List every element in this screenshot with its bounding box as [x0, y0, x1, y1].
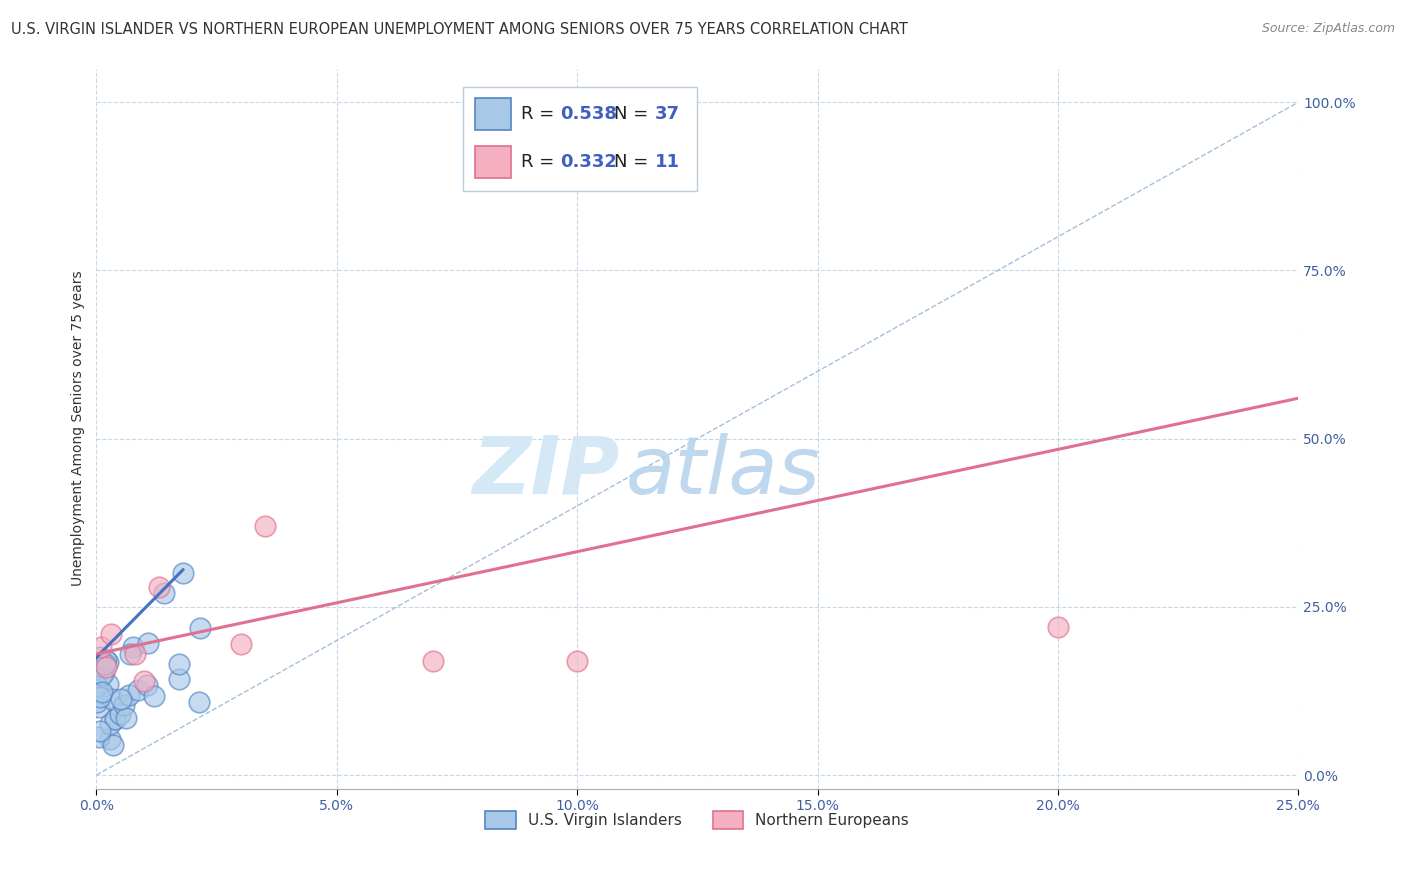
- Point: [89, 690, 111, 704]
- Text: 37: 37: [655, 105, 681, 123]
- Point: [90, 640, 112, 655]
- Point: [101, 738, 124, 752]
- Point: [89, 649, 111, 664]
- FancyBboxPatch shape: [475, 98, 510, 130]
- Text: Source: ZipAtlas.com: Source: ZipAtlas.com: [1261, 22, 1395, 36]
- Text: 11: 11: [655, 153, 681, 171]
- Point: [110, 692, 132, 706]
- Point: [167, 672, 190, 686]
- Point: [253, 519, 276, 533]
- Point: [229, 637, 252, 651]
- Point: [98, 716, 121, 731]
- Point: [422, 654, 444, 668]
- Text: atlas: atlas: [626, 433, 820, 511]
- Point: [101, 692, 124, 706]
- Text: N =: N =: [614, 153, 654, 171]
- Point: [565, 654, 588, 668]
- Point: [115, 710, 138, 724]
- Point: [100, 626, 122, 640]
- Point: [108, 707, 131, 722]
- Point: [89, 723, 111, 738]
- Point: [112, 698, 135, 713]
- Point: [97, 656, 120, 670]
- Text: R =: R =: [520, 105, 560, 123]
- Point: [86, 694, 108, 708]
- Point: [104, 712, 127, 726]
- Point: [172, 566, 194, 581]
- Point: [89, 730, 111, 744]
- Y-axis label: Unemployment Among Seniors over 75 years: Unemployment Among Seniors over 75 years: [72, 270, 86, 586]
- Text: 0.538: 0.538: [561, 105, 617, 123]
- Text: 0.332: 0.332: [561, 153, 617, 171]
- Text: N =: N =: [614, 105, 654, 123]
- FancyBboxPatch shape: [463, 87, 697, 191]
- Point: [1046, 620, 1069, 634]
- Point: [120, 648, 142, 662]
- Point: [91, 685, 114, 699]
- Point: [143, 690, 166, 704]
- Point: [93, 665, 115, 679]
- Point: [89, 699, 111, 714]
- Point: [124, 647, 146, 661]
- Point: [100, 731, 122, 746]
- Point: [169, 657, 191, 671]
- Point: [86, 679, 108, 693]
- Point: [127, 682, 149, 697]
- Point: [136, 636, 159, 650]
- Legend: U.S. Virgin Islanders, Northern Europeans: U.S. Virgin Islanders, Northern European…: [479, 805, 915, 835]
- Point: [97, 676, 120, 690]
- Point: [134, 673, 156, 688]
- Point: [94, 660, 117, 674]
- Text: ZIP: ZIP: [472, 433, 619, 511]
- Text: R =: R =: [520, 153, 560, 171]
- Point: [188, 621, 211, 635]
- Point: [188, 695, 211, 709]
- FancyBboxPatch shape: [475, 146, 510, 178]
- Text: U.S. VIRGIN ISLANDER VS NORTHERN EUROPEAN UNEMPLOYMENT AMONG SENIORS OVER 75 YEA: U.S. VIRGIN ISLANDER VS NORTHERN EUROPEA…: [11, 22, 908, 37]
- Point: [91, 668, 114, 682]
- Point: [118, 688, 141, 702]
- Point: [104, 713, 127, 727]
- Point: [122, 640, 145, 654]
- Point: [148, 580, 170, 594]
- Point: [93, 657, 115, 671]
- Point: [152, 586, 174, 600]
- Point: [136, 678, 159, 692]
- Point: [96, 653, 118, 667]
